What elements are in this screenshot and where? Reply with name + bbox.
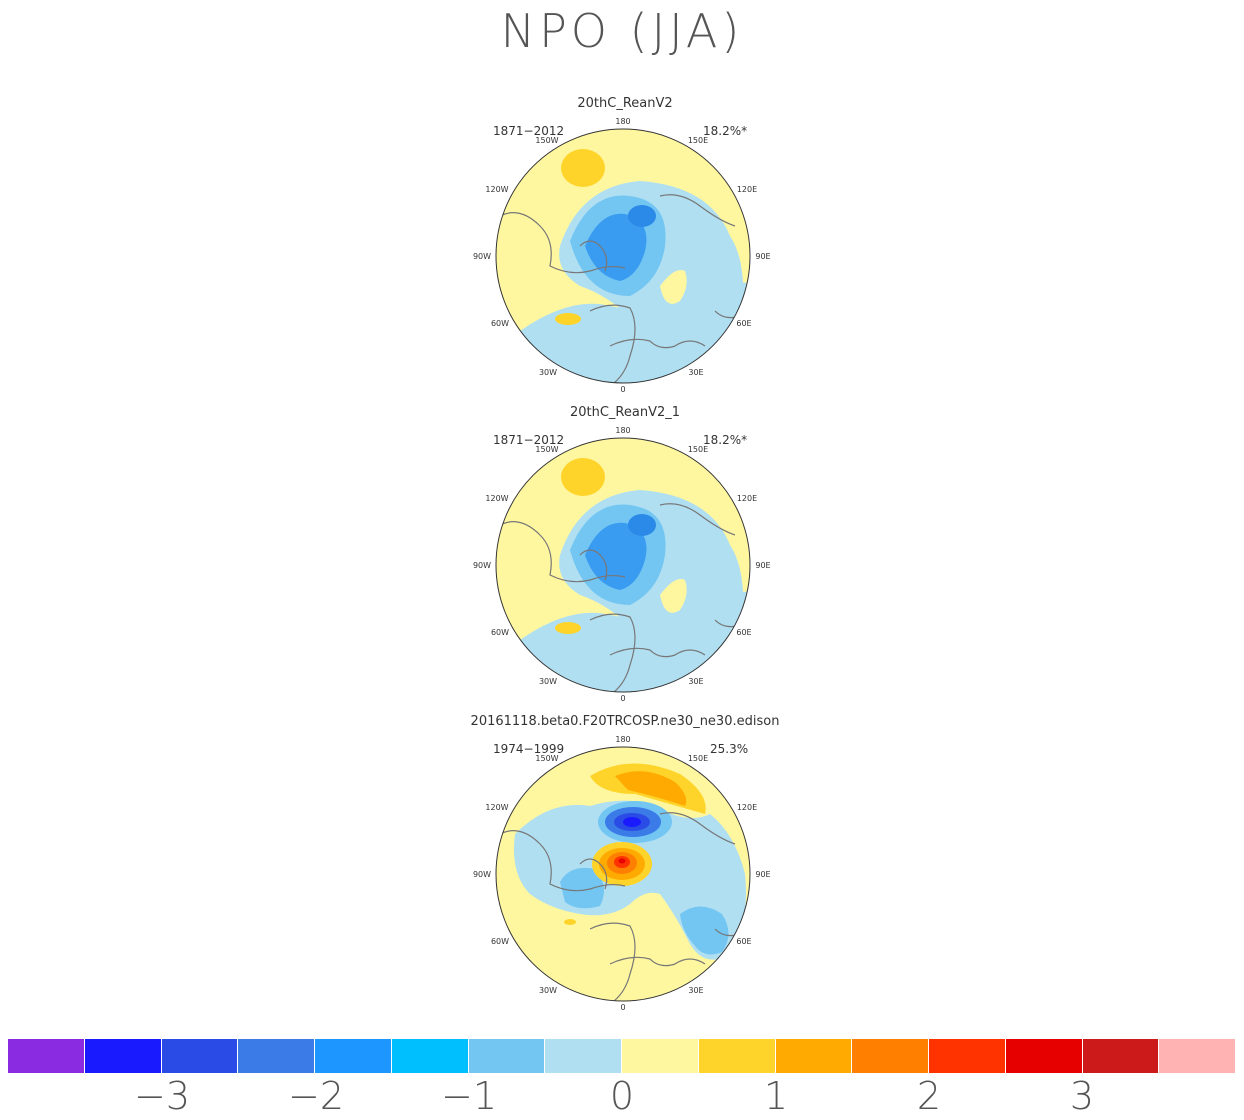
lon-label-0: 0 — [620, 1003, 625, 1012]
colorbar-swatch — [1082, 1039, 1160, 1073]
lon-label-180: 180 — [615, 117, 630, 126]
panel-title: 20thC_ReanV2 — [577, 96, 673, 111]
colorbar-swatch — [238, 1039, 315, 1073]
lon-label-90e: 90E — [755, 252, 770, 261]
colorbar-swatch — [391, 1039, 469, 1073]
lon-label-120e: 120E — [737, 185, 757, 194]
lon-label-90w: 90W — [473, 252, 491, 261]
colorbar-tick-label: −2 — [287, 1074, 345, 1118]
lon-label-150e: 150E — [688, 445, 708, 454]
lon-label-60e: 60E — [736, 937, 751, 946]
colorbar-swatch — [852, 1039, 929, 1073]
main-title: NPO (JJA) — [500, 4, 744, 58]
variance-label: 18.2%* — [703, 433, 748, 447]
colorbar-tick-label: 1 — [763, 1074, 789, 1118]
variance-label: 25.3% — [710, 742, 749, 756]
colorbar-tick-label: 2 — [916, 1074, 942, 1118]
colorbar-swatch — [698, 1039, 776, 1073]
lon-label-30e: 30E — [688, 677, 703, 686]
colorbar-tick-label: 0 — [609, 1074, 635, 1118]
period-label: 1871−2012 — [493, 433, 565, 447]
lon-label-30e: 30E — [688, 368, 703, 377]
colorbar-swatch — [775, 1039, 853, 1073]
lon-label-60w: 60W — [491, 937, 509, 946]
lon-label-0: 0 — [620, 694, 625, 703]
lon-label-90w: 90W — [473, 870, 491, 879]
colorbar-tick-label: −1 — [440, 1074, 498, 1118]
lon-label-60e: 60E — [736, 319, 751, 328]
map-panel-2: 20thC_ReanV2_1 1871−2012 18.2%* 180 — [460, 405, 790, 705]
lon-label-120w: 120W — [485, 185, 508, 194]
lon-label-120e: 120E — [737, 803, 757, 812]
lon-label-90w: 90W — [473, 561, 491, 570]
map-panel-1: 20thC_ReanV2 1871−2012 18.2%* 180 15 — [460, 96, 790, 396]
panel-title: 20thC_ReanV2_1 — [569, 405, 681, 420]
polar-map: 180 150W 150E 120W 120E 90W 90E 60W 60E … — [473, 426, 771, 703]
polar-map: 180 150W 150E 120W 120E 90W 90E 60W 60E … — [473, 735, 771, 1012]
lon-label-30e: 30E — [688, 986, 703, 995]
lon-label-90e: 90E — [755, 870, 770, 879]
lon-label-150e: 150E — [688, 754, 708, 763]
colorbar-swatch — [315, 1039, 392, 1073]
colorbar-swatch — [468, 1039, 546, 1073]
lon-label-120e: 120E — [737, 494, 757, 503]
period-label: 1871−2012 — [493, 124, 565, 138]
colorbar-swatch — [84, 1039, 162, 1073]
colorbar-swatch — [1159, 1039, 1236, 1073]
colorbar-swatch — [545, 1039, 622, 1073]
lon-label-60w: 60W — [491, 628, 509, 637]
lon-label-120w: 120W — [485, 803, 508, 812]
lon-label-120w: 120W — [485, 494, 508, 503]
map-panel-3: 20161118.beta0.F20TRCOSP.ne30_ne30.ediso… — [460, 714, 790, 1014]
colorbar-labels: −3 −2 −1 0 1 2 3 — [0, 1074, 1244, 1120]
colorbar-swatch — [1005, 1039, 1083, 1073]
colorbar-swatch — [622, 1039, 699, 1073]
lon-label-150w: 150W — [535, 445, 558, 454]
colorbar-tick-label: 3 — [1069, 1074, 1095, 1118]
lon-label-150w: 150W — [535, 136, 558, 145]
colorbar — [8, 1039, 1236, 1073]
lon-label-30w: 30W — [539, 986, 557, 995]
lon-label-180: 180 — [615, 426, 630, 435]
panel-title: 20161118.beta0.F20TRCOSP.ne30_ne30.ediso… — [470, 714, 780, 729]
colorbar-swatch — [8, 1039, 85, 1073]
lon-label-150e: 150E — [688, 136, 708, 145]
lon-label-150w: 150W — [535, 754, 558, 763]
lon-label-30w: 30W — [539, 677, 557, 686]
lon-label-180: 180 — [615, 735, 630, 744]
lon-label-30w: 30W — [539, 368, 557, 377]
colorbar-swatch — [929, 1039, 1006, 1073]
lon-label-60w: 60W — [491, 319, 509, 328]
lon-label-0: 0 — [620, 385, 625, 394]
variance-label: 18.2%* — [703, 124, 748, 138]
polar-map: 180 150W 150E 120W 120E 90W 90E 60W 60E … — [473, 117, 771, 394]
period-label: 1974−1999 — [493, 742, 565, 756]
lon-label-90e: 90E — [755, 561, 770, 570]
lon-label-60e: 60E — [736, 628, 751, 637]
colorbar-swatch — [161, 1039, 239, 1073]
colorbar-tick-label: −3 — [133, 1074, 191, 1118]
